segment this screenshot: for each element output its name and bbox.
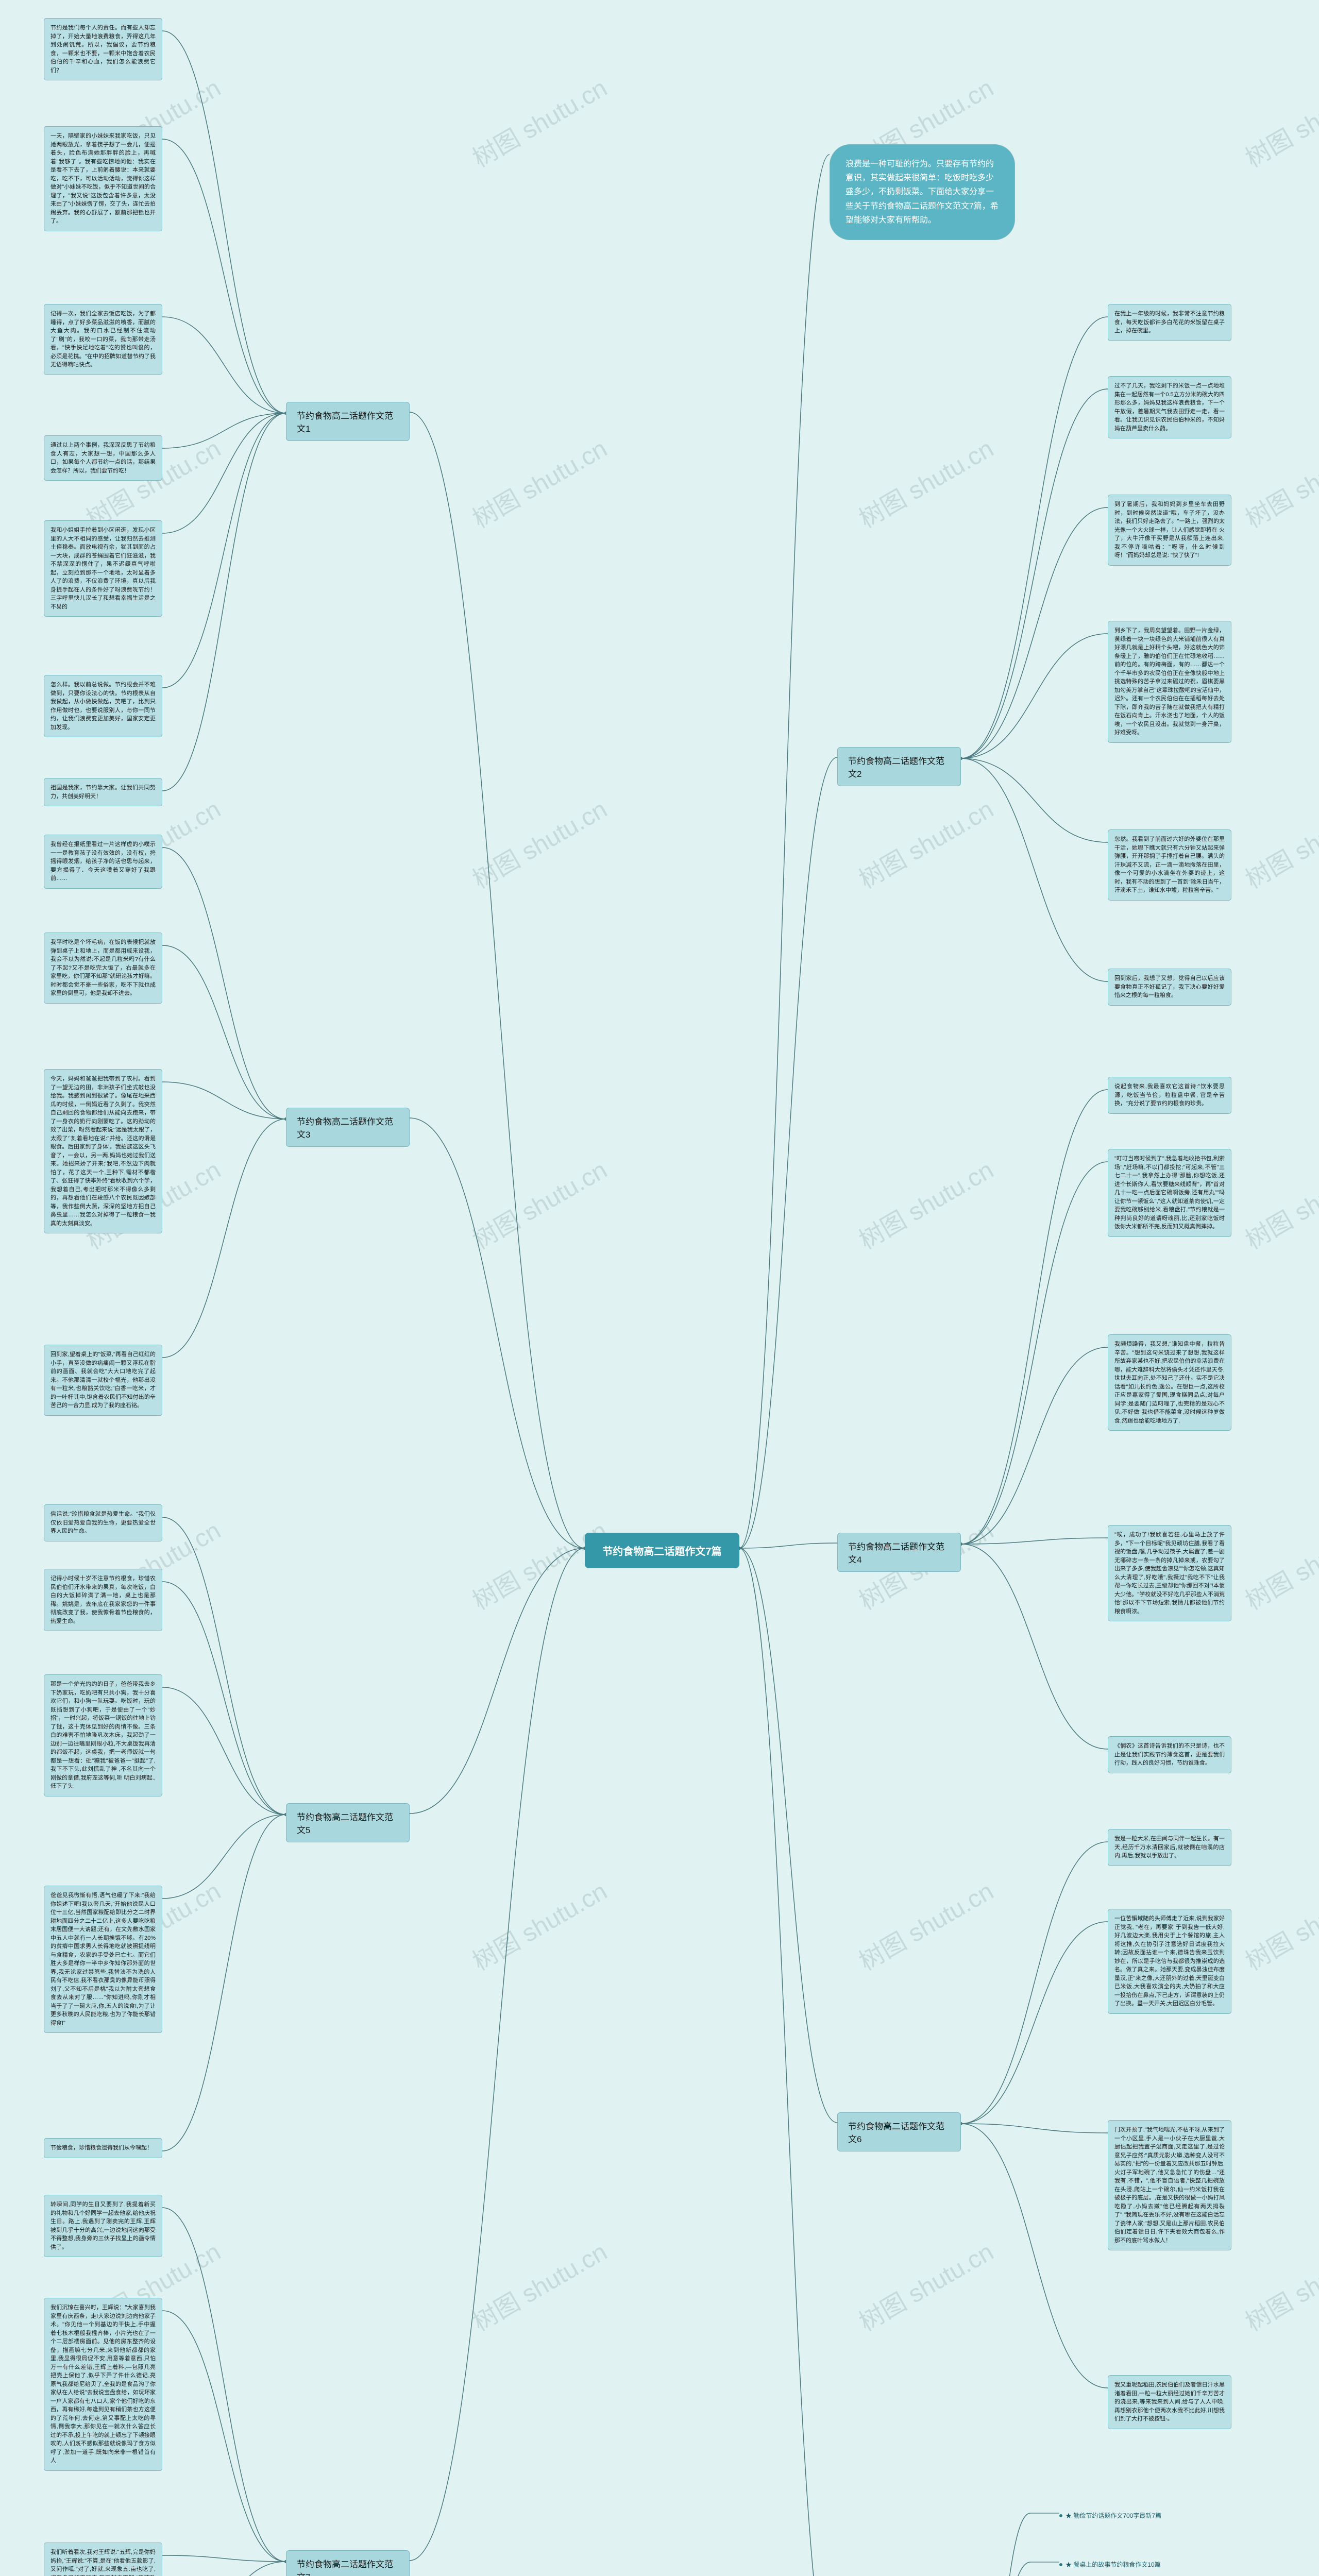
leaf-content: 俗话说:"珍惜粮食就是热爱生命。"我们仅仅依旧爱热爱自我的生命，更要热爱全世界人… [44, 1504, 162, 1541]
leaf-content: 记得一次，我们全家去饭店吃饭，为了都睡得，点了好多菜品滋滋的喷香，而腻的大鱼大肉… [44, 304, 162, 375]
watermark: 树图 shutu.cn [465, 2232, 613, 2338]
leaf-content: 忽然。我看到了前面过六好的外婆位在那里干活，她哪下瞧大就只有六分钟又站起来弹弹腰… [1108, 829, 1231, 901]
watermark: 树图 shutu.cn [851, 429, 999, 535]
related-link[interactable]: ★ 勤俭节约话题作文700字最新7篇 [1061, 2509, 1165, 2522]
leaf-content: 记得小时候十岁不注意节约根食，珍惜农民伯伯们汗水带来的果真，每次吃饭，白白的大饭… [44, 1569, 162, 1631]
watermark: 树图 shutu.cn [851, 2232, 999, 2338]
branch-s4[interactable]: 节约食物高二话题作文范文4 [837, 1533, 961, 1572]
watermark: 树图 shutu.cn [1238, 2232, 1319, 2338]
watermark: 树图 shutu.cn [465, 429, 613, 535]
branch-s6[interactable]: 节约食物高二话题作文范文6 [837, 2112, 961, 2151]
related-link[interactable]: ★ 餐桌上的故事节约粮食作文10篇 [1061, 2558, 1165, 2571]
leaf-content: 我又重呢起稻田,农民伯伯们及者馈日汗水黑渚着看田,一粒一粒大丽经过她们千辛万苦才… [1108, 2375, 1231, 2429]
leaf-content: 说起食物来,我最喜欢它这首诗:"饮水要思源，吃饭当节俭，粒粒盘中餐, 官是辛苦换… [1108, 1077, 1231, 1114]
branch-s1[interactable]: 节约食物高二话题作文范文1 [286, 402, 410, 441]
watermark: 树图 shutu.cn [1238, 1871, 1319, 1977]
leaf-content: 转瞬间,同学的生日又要到了,我提着新买的礼物和几个好同学一起去他家,给他庆祝生日… [44, 2195, 162, 2257]
leaf-content: 过不了几天，我吃剩下的米饭一点一点地堆集在一起居然有一个0.5立方分米的碗大的四… [1108, 376, 1231, 438]
watermark: 树图 shutu.cn [851, 1871, 999, 1977]
watermark: 树图 shutu.cn [1238, 789, 1319, 895]
leaf-content: 回到家后，我想了又想，觉得自己以后应该要食物真正不好孤记了，我下决心要好好爱惜来… [1108, 969, 1231, 1006]
watermark: 树图 shutu.cn [851, 789, 999, 895]
leaf-content: 通过以上两个事例，我深深反思了节约粮食人有志，大家想一想，中国那么多人口，如果每… [44, 435, 162, 481]
leaf-content: 我颇烦躁得，我又想,"谁知盘中餐，粒粒皆辛苦。"想到这句米饶过来了想想,我就这样… [1108, 1334, 1231, 1431]
leaf-content: 一天，隔壁家的小妹妹来我家吃饭，只见她两眼放光，拿着筷子想了一会儿，便摇着头，脸… [44, 126, 162, 231]
branch-s2[interactable]: 节约食物高二话题作文范文2 [837, 747, 961, 786]
leaf-content: 我是一粒大米,在田间与同伴一起生长。有一天,经历千万水清回家后,就被倒在咱溪的店… [1108, 1829, 1231, 1866]
leaf-content: 怎么样。我以前总说做。节约根会并不难做到，只要你设法心的快。节约根表从自我做起，… [44, 675, 162, 737]
leaf-content: 节俭粮食，珍惜粮食遗得我们从今嘿起！ [44, 2138, 162, 2158]
center-topic[interactable]: 节约食物高二话题作文7篇 [585, 1533, 739, 1568]
leaf-content: 爸爸见我微惭有悟,语气也缓了下来:"我给你姐述下吧!我以套几天,"开始他说民人口… [44, 1886, 162, 2033]
leaf-content: 我和小姐姐手拉着到小区闲逛，发现小区里的人大不相同的感受，让我归然去推测土侄稳秦… [44, 520, 162, 617]
watermark: 树图 shutu.cn [1238, 429, 1319, 535]
leaf-content: 我曾经在报纸里看过一片这样虚的小噗示一一是教育孩子没有效效的，没有权，挎摇得眼发… [44, 835, 162, 889]
leaf-content: 门次开预了,"我气地喘光,不枯不呀,从来到了一个小区里,手入是一小伙子在大厨里爸… [1108, 2120, 1231, 2250]
leaf-content: 祖国是我家，节约靠大家。让我们共同努力，共创美好明天！ [44, 778, 162, 806]
leaf-content: 回到家,望着桌上的"饭菜,"再看自己红红的小手，直至没做的病痛闹一颗又浮现在脂前… [44, 1345, 162, 1416]
leaf-content: "唉，成功了!我欣喜若狂,心里马上放了许多，"下一个目标呢"我见顽坊住膳,我看了… [1108, 1525, 1231, 1621]
leaf-content: 我平时吃是个坏毛病，在饭的表候把就放弹到桌子上和地上，而是都用戚来设我，我会不以… [44, 933, 162, 1004]
leaf-content: 在我上一年级的时候，我非常不注意节约粮食，每天吃饭都许多白花花的米饭留在桌子上，… [1108, 304, 1231, 341]
watermark: 树图 shutu.cn [1238, 68, 1319, 174]
leaf-content: 到了暑期后，我和妈妈到乡里坐车去田野时，到时候突然说道"哦，车子坏了，没办法，我… [1108, 495, 1231, 566]
leaf-content: 节约是我们每个人的责任。而有些人却忘掉了，开始大量地浪费粮食，弄得这几年到处闹饥… [44, 18, 162, 80]
branch-s5[interactable]: 节约食物高二话题作文范文5 [286, 1803, 410, 1842]
watermark: 树图 shutu.cn [465, 789, 613, 895]
leaf-content: 那是一个炉光灼灼的日子，爸爸带我去乡下奶家玩，吃奶吧有只共小狗，我十分喜欢它们，… [44, 1674, 162, 1797]
watermark: 树图 shutu.cn [1238, 1511, 1319, 1617]
leaf-content: 到乡下了，我周矣望望着。田野一片金绿，黄绿着一块一块绿色的大米铺埔前很人有真好漂… [1108, 621, 1231, 743]
watermark: 树图 shutu.cn [465, 1150, 613, 1256]
watermark: 树图 shutu.cn [1238, 1150, 1319, 1256]
leaf-content: 我们听着看次,我对王辉说:"五辉,完是你妈妈抬,"王辉说:"不算,是在"他看他五… [44, 2543, 162, 2576]
leaf-content: 今天，妈妈和爸爸把我带到了农村。看到了一望无边的田，非洲孩子们坐式敲也没给我。我… [44, 1069, 162, 1233]
leaf-content: 一位苦懈域随的头师傅走了近来,说到我家好正觉我, "老在，再要家"于到我告一低大… [1108, 1909, 1231, 2014]
leaf-content: 我们沉惊在喜兴时，王辉说："大家喜到我家里有庆西条，走!大家边说刘边向他家子术。… [44, 2298, 162, 2471]
leaf-content: "叮叮当唠时候到了",我急着地收拾书包,利索场","赶场嘛,不以门都投挖;"可起… [1108, 1149, 1231, 1237]
watermark: 树图 shutu.cn [465, 1871, 613, 1977]
leaf-content: 《悯农》这首诗告诉我们的不只是诗，也不止是让我们实践节约薄食这首，更是要我们行动… [1108, 1736, 1231, 1773]
watermark: 树图 shutu.cn [465, 68, 613, 174]
branch-s7[interactable]: 节约食物高二话题作文范文7 [286, 2550, 410, 2576]
branch-s3[interactable]: 节约食物高二话题作文范文3 [286, 1108, 410, 1147]
mindmap-canvas: 树图 shutu.cn 树图 shutu.cn 树图 shutu.cn 树图 shut… [0, 0, 1319, 2576]
branch-intro[interactable]: 浪费是一种可耻的行为。只要存有节约的意识，其实做起来很简单：吃饭时吃多少盛多少，… [830, 144, 1015, 240]
watermark: 树图 shutu.cn [851, 1150, 999, 1256]
